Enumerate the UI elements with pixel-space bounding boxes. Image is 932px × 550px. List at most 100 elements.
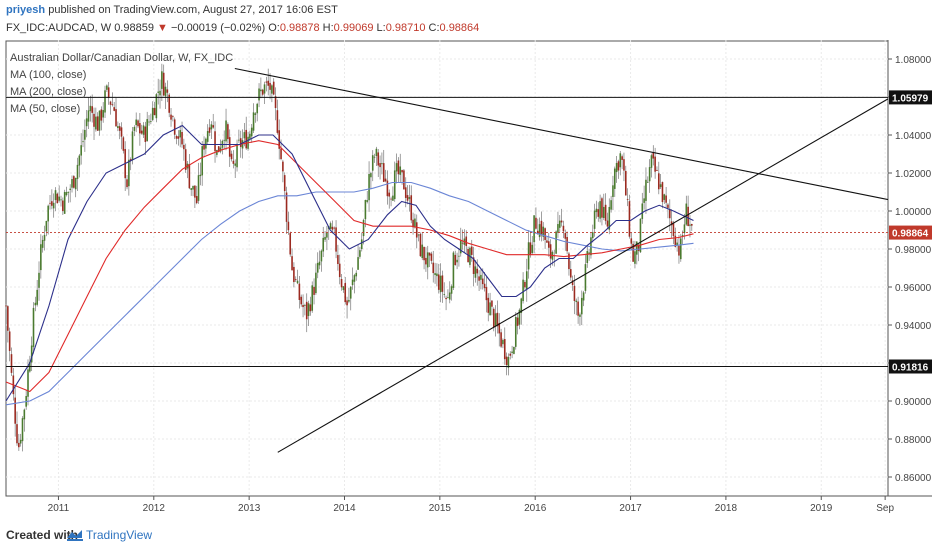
candle-body <box>256 103 259 114</box>
price-chart[interactable]: 0.860000.880000.900000.920000.940000.960… <box>0 40 932 522</box>
tradingview-brand-link[interactable]: TradingView <box>86 528 153 542</box>
candle-body <box>397 160 400 175</box>
candle-body <box>293 266 295 283</box>
candle-body <box>342 286 345 291</box>
candle-body <box>535 217 537 229</box>
candle-body <box>316 262 319 273</box>
candle-body <box>379 163 381 168</box>
candle-body <box>459 240 462 254</box>
candle-body <box>162 72 165 96</box>
candle-body <box>150 121 152 122</box>
candle-body <box>338 263 341 278</box>
candle-body <box>190 188 193 190</box>
candle-body <box>184 149 187 170</box>
candle-body <box>656 169 658 171</box>
candle-body <box>96 116 99 131</box>
candle-body <box>441 275 444 292</box>
candle-body <box>353 275 356 282</box>
candle-body <box>650 155 653 168</box>
candle-body <box>415 222 418 238</box>
candle-body <box>294 279 297 281</box>
legend-ma200[interactable]: MA (200, close) <box>10 86 87 98</box>
candle-body <box>199 174 202 177</box>
candle-body <box>395 163 398 172</box>
candle-body <box>654 156 656 172</box>
candle-body <box>32 307 35 347</box>
candle-body <box>399 166 402 175</box>
candle-body <box>164 86 167 97</box>
candle-body <box>100 109 103 121</box>
candle-body <box>456 259 458 263</box>
candle-body <box>10 354 13 373</box>
candle-body <box>56 193 59 204</box>
candle-body <box>348 299 350 302</box>
candle-body <box>153 107 156 116</box>
x-tick-label: 2011 <box>48 503 70 514</box>
candle-body <box>285 192 288 222</box>
candle-body <box>188 164 191 189</box>
candle-body <box>157 91 159 93</box>
candle-body <box>34 302 37 306</box>
candle-body <box>30 345 33 363</box>
candle-body <box>571 280 574 286</box>
candle-body <box>626 198 629 200</box>
candle-body <box>439 275 442 293</box>
candle-body <box>555 231 557 254</box>
candle-body <box>232 160 235 164</box>
candle-body <box>135 119 137 126</box>
candle-body <box>579 314 581 317</box>
candle-body <box>421 244 424 259</box>
candle-body <box>78 155 81 166</box>
candle-body <box>49 202 51 204</box>
candle-body <box>201 146 204 176</box>
last-price: 0.98859 <box>114 22 154 34</box>
candle-body <box>617 161 620 171</box>
candle-body <box>311 285 314 311</box>
candle-body <box>142 125 145 135</box>
candle-body <box>584 264 587 291</box>
candle-body <box>7 306 9 331</box>
chart-header: priyesh published on TradingView.com, Au… <box>0 0 932 40</box>
legend-ma100[interactable]: MA (100, close) <box>10 69 87 81</box>
x-tick-label: 2013 <box>238 503 261 514</box>
candle-body <box>216 149 218 155</box>
y-tick-label: 1.00000 <box>895 207 932 218</box>
candle-body <box>271 85 273 94</box>
high-label: H: <box>322 22 334 34</box>
current-price-label: 0.98864 <box>892 229 929 240</box>
candle-body <box>14 397 16 424</box>
candle-body <box>470 246 473 255</box>
candle-body <box>212 125 215 128</box>
candle-body <box>133 126 136 131</box>
candle-body <box>304 305 306 306</box>
y-tick-label: 0.90000 <box>895 397 932 408</box>
candle-body <box>487 297 490 313</box>
y-tick-label: 1.08000 <box>895 55 932 66</box>
x-tick-label: Sep <box>876 503 894 514</box>
candle-body <box>239 138 242 147</box>
trendline <box>234 67 889 201</box>
candle-body <box>612 185 614 197</box>
publish-line: priyesh published on TradingView.com, Au… <box>6 4 338 16</box>
candle-body <box>195 196 198 204</box>
candle-body <box>318 261 321 266</box>
candle-body <box>557 224 559 233</box>
candle-body <box>300 296 303 305</box>
level-label: 0.91816 <box>892 362 929 373</box>
tradingview-logo-icon[interactable] <box>66 526 84 544</box>
candle-body <box>500 332 502 347</box>
candle-body <box>683 224 686 234</box>
x-tick-label: 2015 <box>429 503 452 514</box>
candle-body <box>76 164 79 179</box>
candle-body <box>476 268 479 274</box>
legend-ma50[interactable]: MA (50, close) <box>10 103 81 115</box>
candle-body <box>447 297 449 298</box>
candle-body <box>21 418 24 442</box>
candle-body <box>370 173 372 178</box>
candle-body <box>139 123 141 134</box>
author-link[interactable]: priyesh <box>6 4 46 16</box>
ma100-line <box>5 140 694 393</box>
candle-body <box>423 246 425 261</box>
candle-body <box>472 257 475 274</box>
candle-body <box>181 132 183 145</box>
